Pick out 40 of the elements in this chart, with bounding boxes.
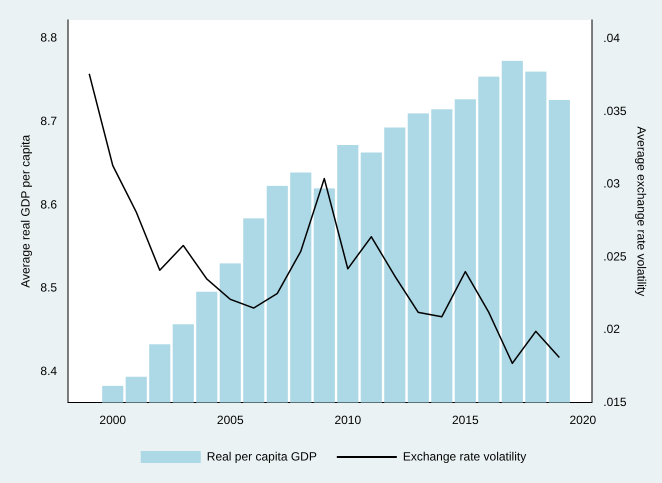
bar <box>126 376 147 403</box>
bar <box>454 99 476 403</box>
x-tick-label: 2010 <box>334 413 362 428</box>
y2-tick-label: .02 <box>603 322 620 336</box>
y-tick-label: 8.4 <box>40 364 58 378</box>
x-tick-label: 2015 <box>452 413 479 428</box>
y-tick-label: 8.5 <box>40 280 58 295</box>
legend-label: Real per capita GDP <box>206 449 317 464</box>
y-tick-label: 8.7 <box>40 114 58 128</box>
bar <box>478 76 500 403</box>
bar <box>384 128 406 403</box>
x-tick-label: 2000 <box>99 413 126 428</box>
bar <box>220 263 241 403</box>
bar <box>525 72 546 403</box>
bar <box>102 386 124 403</box>
legend-label: Exchange rate volatility <box>402 449 526 464</box>
bar <box>266 186 288 403</box>
y-axis-title: Average real GDP per capita <box>18 134 33 288</box>
bar <box>360 152 382 403</box>
y2-tick-label: .04 <box>603 31 620 46</box>
y-tick-label: 8.8 <box>40 30 58 45</box>
y2-axis-title: Average exchange rate volatility <box>634 126 648 296</box>
y2-tick-label: .035 <box>603 104 627 118</box>
bar <box>431 109 452 403</box>
bar <box>548 100 570 403</box>
y2-tick-label: .015 <box>603 394 627 409</box>
bar <box>337 145 358 403</box>
bar <box>314 188 335 403</box>
y2-tick-label: .025 <box>603 249 627 264</box>
bar <box>172 324 194 403</box>
y2-tick-label: .03 <box>603 176 620 191</box>
bar <box>408 113 429 403</box>
y-tick-label: 8.6 <box>40 197 58 212</box>
bar <box>502 60 523 403</box>
bar <box>196 292 218 403</box>
bar <box>149 344 170 403</box>
bar <box>290 172 312 403</box>
bar <box>243 218 264 403</box>
x-tick-label: 2020 <box>569 413 597 428</box>
x-tick-label: 2005 <box>216 413 244 428</box>
